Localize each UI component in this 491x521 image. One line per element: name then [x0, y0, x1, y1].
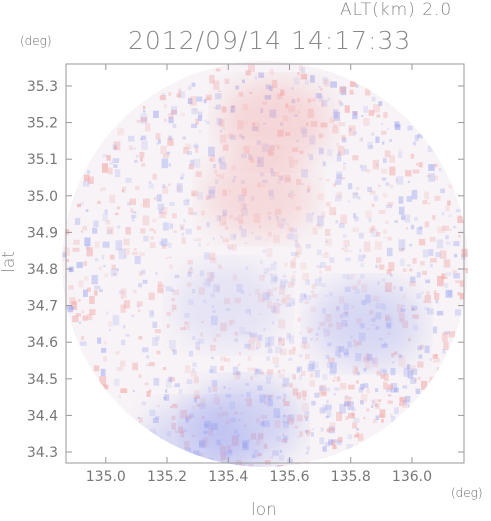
y-tick-label: 34.9: [27, 225, 58, 241]
x-tick-label: 135.6: [269, 469, 309, 485]
y-tick-label: 34.8: [27, 262, 58, 278]
y-tick-label: 35.1: [27, 152, 58, 168]
y-unit-label: (deg): [20, 34, 52, 48]
y-tick-label: 34.3: [27, 445, 58, 461]
radar-disk: [62, 61, 468, 467]
y-tick-label: 34.4: [27, 408, 58, 424]
chart-title: 2012/09/14 14:17:33: [128, 26, 412, 55]
plot-frame: [65, 63, 465, 464]
region-blue-center: [173, 263, 284, 348]
x-tick-label: 136.0: [392, 469, 432, 485]
region-red-north: [219, 80, 330, 165]
region-red-center: [203, 153, 314, 238]
x-unit-label: (deg): [451, 486, 483, 500]
y-tick-label: 34.7: [27, 299, 58, 315]
x-tick-label: 135.2: [147, 469, 187, 485]
y-tick-label: 35.0: [27, 189, 58, 205]
axis-ticks: 135.0 135.2 135.4 135.6 135.8 136.0 34.3 34.4 34…: [27, 64, 464, 485]
x-tick-label: 135.0: [86, 469, 126, 485]
y-tick-label: 35.2: [27, 116, 58, 132]
altitude-label: ALT(km) 2.0: [340, 0, 453, 20]
x-axis-label: lon: [251, 500, 277, 520]
y-tick-label: 35.3: [27, 79, 58, 95]
y-tick-label: 34.6: [27, 335, 58, 351]
y-tick-label: 34.5: [27, 372, 58, 388]
x-tick-label: 135.8: [331, 469, 371, 485]
x-tick-label: 135.4: [208, 469, 248, 485]
region-blue-east: [311, 281, 422, 366]
